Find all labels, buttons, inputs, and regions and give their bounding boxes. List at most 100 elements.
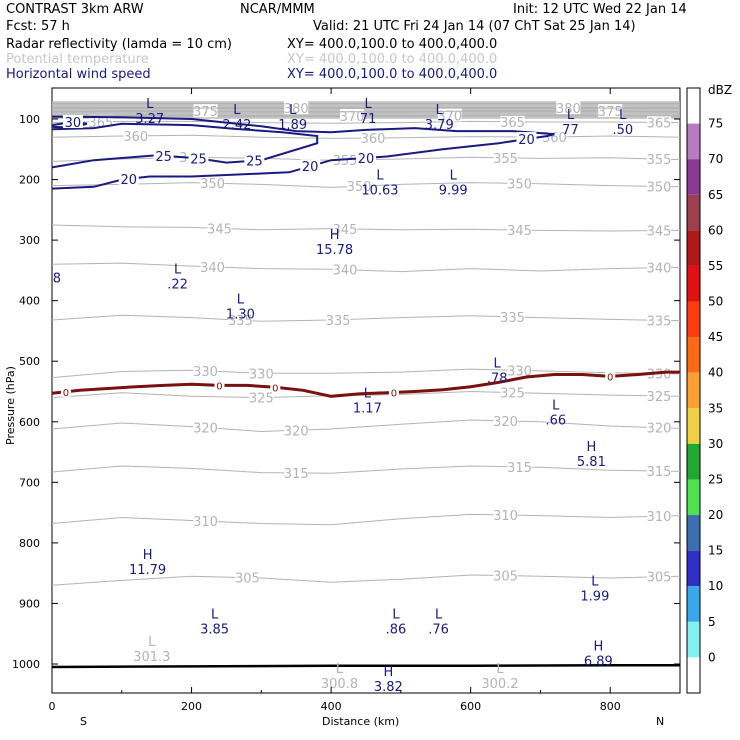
field-wind: Horizontal wind speed bbox=[6, 67, 151, 82]
theta-label-320: 320 bbox=[284, 424, 309, 439]
extrema-labels: L3.27L2.42L1.89L71L3.79L77L.50L10.63L9.9… bbox=[53, 97, 633, 695]
theta-label-350: 350 bbox=[200, 177, 225, 192]
theta-label-355: 355 bbox=[647, 153, 672, 168]
wind-label-bg bbox=[244, 153, 265, 167]
wind-label-20: 20 bbox=[518, 133, 535, 148]
theta-label-bg bbox=[493, 508, 518, 522]
colorbar-bin bbox=[687, 88, 700, 124]
theta-label-bg bbox=[507, 223, 532, 237]
theta-label-360: 360 bbox=[361, 132, 386, 147]
extremum-value: 300.8 bbox=[321, 677, 358, 692]
extremum-low-marker: L bbox=[494, 356, 502, 371]
theta-contour-365 bbox=[51, 120, 681, 124]
colorbar-level-label: 35 bbox=[708, 401, 723, 415]
extremum-low-marker: L bbox=[233, 103, 241, 118]
extremum-value: .66 bbox=[545, 414, 566, 429]
theta-label-bg bbox=[249, 390, 274, 404]
extremum-high-marker: H bbox=[593, 640, 603, 655]
wind-label-30: 30 bbox=[65, 116, 82, 131]
theta-label-bg bbox=[647, 313, 672, 327]
theta-label-bg bbox=[123, 128, 148, 142]
theta-label-305: 305 bbox=[493, 570, 518, 585]
extremum-low-marker: L bbox=[237, 293, 245, 308]
x-tick-label: 800 bbox=[600, 700, 621, 713]
theta-contour-335 bbox=[51, 314, 681, 322]
extremum-value: 77 bbox=[562, 123, 579, 138]
field-theta: Potential temperature bbox=[6, 52, 149, 67]
colorbar-bin bbox=[687, 550, 700, 587]
theta-label-325: 325 bbox=[647, 390, 672, 405]
theta-label-bg bbox=[193, 420, 218, 434]
theta-label-380: 380 bbox=[284, 102, 309, 117]
theta-contour-330 bbox=[51, 368, 681, 379]
theta-label-335: 335 bbox=[326, 314, 351, 329]
theta-label-bg bbox=[228, 313, 253, 327]
colorbar-bin bbox=[687, 586, 700, 622]
wind-label-25: 25 bbox=[155, 150, 172, 165]
extremum-low-marker: L bbox=[174, 262, 182, 277]
theta-label-310: 310 bbox=[193, 515, 218, 530]
ground-surface bbox=[51, 663, 680, 669]
field-reflectivity-xy: XY= 400.0,100.0 to 400.0,400.0 bbox=[287, 37, 497, 52]
colorbar-level-label: 45 bbox=[708, 330, 723, 344]
theta-label-370: 370 bbox=[340, 110, 365, 125]
theta-label-355: 355 bbox=[333, 154, 358, 169]
extremum-value: 300.2 bbox=[481, 677, 518, 692]
extremum-high-marker: H bbox=[383, 665, 393, 680]
theta-label-bg bbox=[500, 309, 525, 323]
freezing-label-bg bbox=[60, 386, 71, 397]
theta-label-330: 330 bbox=[507, 364, 532, 379]
theta-label-bg bbox=[340, 108, 365, 122]
theta-label-345: 345 bbox=[333, 223, 358, 238]
colorbar-bin bbox=[687, 230, 700, 266]
extremum-value: 10.63 bbox=[361, 184, 398, 199]
y-axis-label: Pressure (hPa) bbox=[4, 366, 17, 445]
theta-contour-345 bbox=[51, 224, 681, 232]
y-tick-label: 500 bbox=[19, 355, 40, 368]
theta-label-340: 340 bbox=[200, 261, 225, 276]
theta-label-bg bbox=[193, 363, 218, 377]
x-end-left: S bbox=[80, 715, 87, 728]
extremum-value: 71 bbox=[360, 112, 377, 127]
theta-label-bg bbox=[647, 569, 672, 583]
extremum-low-marker: L bbox=[619, 108, 627, 123]
axes: 0 200 400 600 800100200300400500600700800900… bbox=[12, 88, 681, 713]
x-tick-label: 600 bbox=[460, 700, 481, 713]
extremum-low-marker: L bbox=[336, 662, 344, 677]
wind-contours: 20 20 20 20 25 25 25 30 bbox=[51, 115, 555, 190]
wind-label-bg bbox=[356, 150, 376, 164]
extremum-low-marker: L bbox=[364, 97, 372, 112]
colorbar-level-label: 75 bbox=[708, 117, 723, 131]
colorbar-bin bbox=[687, 301, 700, 338]
y-tick-label: 700 bbox=[19, 476, 40, 489]
x-axis-label: Distance (km) bbox=[322, 715, 399, 728]
extremum-low-marker: L bbox=[364, 387, 372, 402]
colorbar-bin bbox=[687, 657, 700, 693]
theta-label-bg bbox=[647, 420, 672, 434]
freezing-label: 0 bbox=[216, 381, 222, 392]
y-tick-label: 800 bbox=[19, 537, 40, 550]
extremum-low-marker: L bbox=[435, 608, 443, 623]
colorbar-level-label: 30 bbox=[708, 437, 723, 451]
freezing-label: 0 bbox=[272, 383, 278, 394]
theta-label-345: 345 bbox=[507, 224, 532, 239]
extremum-low-marker: L bbox=[591, 574, 599, 589]
y-tick-label: 100 bbox=[19, 113, 40, 126]
y-tick-label: 1000 bbox=[12, 658, 40, 671]
theta-label-bg bbox=[207, 221, 232, 235]
extremum-value: 1.89 bbox=[278, 118, 307, 133]
colorbar-bin bbox=[687, 479, 700, 516]
field-theta-xy: XY= 400.0,100.0 to 400.0,400.0 bbox=[287, 52, 497, 67]
colorbar-level-label: 50 bbox=[708, 295, 723, 309]
extremum-value: .76 bbox=[428, 623, 449, 638]
colorbar-level-label: 55 bbox=[708, 259, 723, 273]
theta-contour-320 bbox=[51, 419, 681, 433]
theta-label-bg bbox=[347, 179, 372, 193]
extremum-value: 9.99 bbox=[439, 184, 468, 199]
y-tick-label: 600 bbox=[19, 416, 40, 429]
theta-label-bg bbox=[647, 260, 672, 274]
theta-label-335: 335 bbox=[228, 314, 253, 329]
wind-contour-20 bbox=[51, 115, 555, 190]
theta-label-325: 325 bbox=[500, 387, 525, 402]
